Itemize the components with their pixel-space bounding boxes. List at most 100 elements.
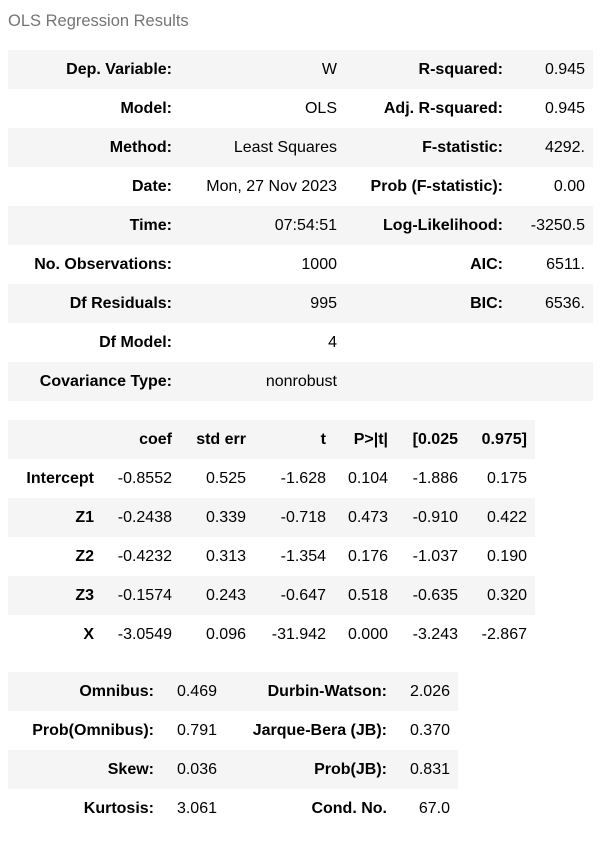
cell-value: -1.628: [280, 469, 326, 487]
stat-value: Mon, 27 Nov 2023: [206, 177, 337, 195]
stat-value: 0.945: [544, 60, 585, 78]
column-header: 0.975]: [481, 430, 527, 448]
stat-value: 1000: [301, 255, 337, 273]
stat-value: 0.00: [553, 177, 585, 195]
variable-name: Z1: [75, 508, 94, 526]
stat-label: [345, 323, 511, 362]
column-header: [0.025: [412, 430, 458, 448]
stat-label: Kurtosis:: [83, 799, 154, 817]
stat-value: [511, 323, 593, 362]
stat-label: Df Residuals:: [69, 294, 172, 312]
stat-value: 0.945: [544, 99, 585, 117]
cell-value: -2.867: [481, 625, 527, 643]
column-header: P>|t|: [353, 430, 388, 448]
stat-value: 0.370: [409, 721, 450, 739]
variable-name: X: [83, 625, 94, 643]
column-header: [8, 420, 102, 459]
stat-value: 0.831: [409, 760, 450, 778]
stat-value: [511, 362, 593, 401]
cell-value: 0.422: [486, 508, 527, 526]
table-row: Kurtosis: 3.061 Cond. No. 67.0: [8, 789, 458, 828]
coefficients-table: coef std err t P>|t| [0.025 0.975] Intercept -…: [8, 420, 535, 654]
cell-value: 0.175: [486, 469, 527, 487]
stat-value: nonrobust: [265, 372, 337, 390]
stat-label: Time:: [129, 216, 172, 234]
column-header: t: [320, 430, 326, 448]
stat-label: Cond. No.: [311, 799, 387, 817]
cell-value: 0.243: [205, 586, 246, 604]
stat-value: Least Squares: [233, 138, 337, 156]
model-info-table: Dep. Variable: W R-squared: 0.945 Model: OLS A…: [8, 50, 593, 401]
stat-value: 67.0: [418, 799, 450, 817]
cell-value: 0.320: [486, 586, 527, 604]
cell-value: -0.635: [412, 586, 458, 604]
cell-value: -1.354: [280, 547, 326, 565]
stat-label: Jarque-Bera (JB):: [252, 721, 387, 739]
stat-label: R-squared:: [418, 60, 503, 78]
cell-value: 0.176: [347, 547, 388, 565]
cell-value: 0.096: [205, 625, 246, 643]
stat-label: No. Observations:: [34, 255, 172, 273]
variable-name: Z2: [75, 547, 94, 565]
table-row: Z2 -0.4232 0.313 -1.354 0.176 -1.037 0.190: [8, 537, 535, 576]
cell-value: 0.518: [347, 586, 388, 604]
cell-value: -0.910: [412, 508, 458, 526]
stat-label: Prob(JB):: [314, 760, 387, 778]
stat-label: BIC:: [470, 294, 503, 312]
stat-value: 2.026: [409, 682, 450, 700]
table-row: Date: Mon, 27 Nov 2023 Prob (F-statistic):…: [8, 167, 593, 206]
cell-value: 0.190: [486, 547, 527, 565]
table-row: Z1 -0.2438 0.339 -0.718 0.473 -0.910 0.422: [8, 498, 535, 537]
cell-value: 0.000: [347, 625, 388, 643]
table-row: Covariance Type: nonrobust: [8, 362, 593, 401]
stat-label: Model:: [120, 99, 172, 117]
table-row: X -3.0549 0.096 -31.942 0.000 -3.243 -2.867: [8, 615, 535, 654]
cell-value: -0.8552: [117, 469, 172, 487]
stat-value: W: [321, 60, 337, 78]
cell-value: 0.473: [347, 508, 388, 526]
cell-value: -31.942: [271, 625, 326, 643]
cell-value: 0.339: [205, 508, 246, 526]
stat-label: Durbin-Watson:: [267, 682, 387, 700]
stat-value: 6536.: [544, 294, 585, 312]
variable-name: Z3: [75, 586, 94, 604]
cell-value: 0.525: [205, 469, 246, 487]
stat-label: Prob (F-statistic):: [370, 177, 503, 195]
table-row: No. Observations: 1000 AIC: 6511.: [8, 245, 593, 284]
table-row: Dep. Variable: W R-squared: 0.945: [8, 50, 593, 89]
stat-value: OLS: [304, 99, 337, 117]
table-row: Df Model: 4: [8, 323, 593, 362]
column-header: std err: [196, 430, 246, 448]
stat-label: Dep. Variable:: [66, 60, 172, 78]
stat-value: 4292.: [544, 138, 585, 156]
stat-value: 4: [328, 333, 337, 351]
stat-value: 0.036: [176, 760, 217, 778]
cell-value: -0.1574: [117, 586, 172, 604]
table-row: Skew: 0.036 Prob(JB): 0.831: [8, 750, 458, 789]
cell-value: 0.313: [205, 547, 246, 565]
cell-value: -3.243: [412, 625, 458, 643]
table-row: Time: 07:54:51 Log-Likelihood: -3250.5: [8, 206, 593, 245]
table-row: Model: OLS Adj. R-squared: 0.945: [8, 89, 593, 128]
stat-label: [345, 362, 511, 401]
stat-value: 0.469: [176, 682, 217, 700]
diagnostics-table: Omnibus: 0.469 Durbin-Watson: 2.026 Prob(Omn…: [8, 672, 458, 828]
cell-value: -1.886: [412, 469, 458, 487]
table-row: Df Residuals: 995 BIC: 6536.: [8, 284, 593, 323]
stat-label: Omnibus:: [79, 682, 154, 700]
column-header: coef: [139, 430, 172, 448]
cell-value: -0.4232: [117, 547, 172, 565]
stat-value: -3250.5: [530, 216, 585, 234]
stat-value: 0.791: [176, 721, 217, 739]
stat-label: Df Model:: [99, 333, 172, 351]
table-row: Prob(Omnibus): 0.791 Jarque-Bera (JB): 0.37…: [8, 711, 458, 750]
variable-name: Intercept: [26, 469, 94, 487]
coef-header-row: coef std err t P>|t| [0.025 0.975]: [8, 420, 535, 459]
stat-value: 07:54:51: [274, 216, 337, 234]
stat-value: 3.061: [176, 799, 217, 817]
stat-label: Date:: [131, 177, 172, 195]
stat-label: Adj. R-squared:: [383, 99, 503, 117]
table-row: Intercept -0.8552 0.525 -1.628 0.104 -1.886 0.…: [8, 459, 535, 498]
stat-value: 6511.: [546, 255, 585, 273]
cell-value: -1.037: [412, 547, 458, 565]
